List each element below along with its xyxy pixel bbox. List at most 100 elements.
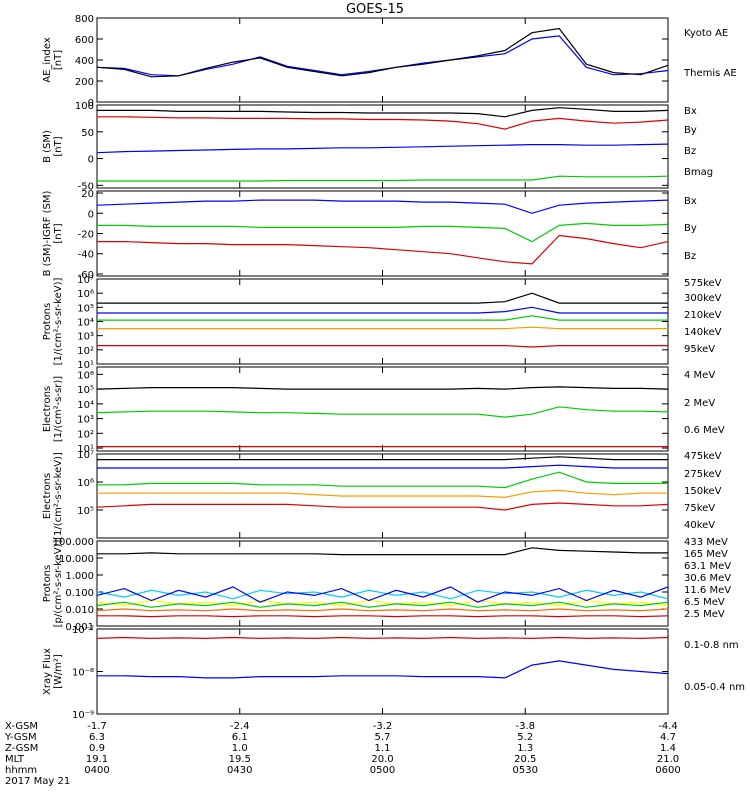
panel-0: 0 200 400 600 800 AE_index[nT] Kyoto AE Themis … [42,14,737,109]
x-row-label: hhmm [5,765,37,776]
series-line-475kev [96,502,669,511]
legend-label: 0.6 MeV [684,425,725,436]
x-row-value: 0500 [370,765,395,776]
y-tick-label: 10⁵ [77,506,94,517]
series-line-2-mev [96,406,669,418]
y-axis-label-line: AE_index [42,37,53,83]
x-row-value: 5.2 [517,732,533,743]
series-line-themis-ae [96,27,669,78]
y-axis-label-line: Protons [42,565,53,602]
y-axis-label: Electrons[1/(cm²-s-sr-keV)] [42,452,64,540]
legend-label: 140keV [684,327,722,338]
legend-label: 210keV [684,310,722,321]
series-line-0-05-0-4-nm [97,660,669,679]
panel-4: 10¹ 10² 10³ 10⁴ 10⁵ 10⁶ Electrons[1/(cm²-s-sr)… [42,366,725,455]
y-tick-label: 10⁻⁷ [72,625,94,636]
y-tick-label: 100 [75,101,94,112]
y-axis-label-line: Electrons [42,386,53,432]
series-line-210kev [97,315,668,321]
y-axis-label-line: [1/(cm²-s-sr)] [53,376,64,442]
x-row-value: 6.1 [232,732,248,743]
legend-label: Bx [684,196,697,207]
series-line-6-5-mev [96,586,669,603]
y-axis-label-line: Protons [42,303,53,340]
y-axis-label-line: [W/m²] [53,654,64,689]
y-tick-label: 10⁵ [77,385,94,396]
legend-label: Bz [684,251,696,262]
series-line-140kev [97,306,668,314]
legend-label: 0.1-0.8 nm [684,640,739,651]
series-line-433-mev [97,615,669,618]
y-tick-label: 0 [88,155,94,166]
legend-label: 40keV [684,520,715,531]
legend-label: 165 MeV [684,549,728,560]
y-tick-label: 10¹ [77,444,94,455]
x-row-value: 0430 [227,765,252,776]
y-tick-label: 10⁴ [77,318,94,329]
chart-title: GOES-15 [346,2,404,17]
x-row-value: 20.5 [514,754,536,765]
y-tick-label: 10.000 [59,554,94,565]
x-row-label: X-GSM [5,721,38,732]
y-axis-label: Xray Flux[W/m²] [42,648,64,695]
series-line-30-6-mev [96,601,669,608]
x-row-value: -3.2 [373,721,393,732]
y-axis-label-line: Xray Flux [42,648,53,695]
x-row-value: -1.7 [87,721,107,732]
x-row-value: 21.0 [657,754,679,765]
legend-label: Bx [684,106,697,117]
series-line-165-mev [96,608,669,612]
y-axis-label: Protons[p/(cm²-s-sr-keV)] [42,540,64,628]
legend-label: 2 MeV [684,398,715,409]
y-tick-label: 0.100 [65,588,94,599]
panel-2: -60 -40 -20 0 20 B (SM)-IGRF (SM)[nT] Bx By Bz [42,189,697,281]
series-line-bx [96,199,669,214]
y-tick-label: 200 [75,77,94,88]
y-axis-label-line: B (SM)-IGRF (SM) [42,191,53,277]
legend-label: Bz [684,146,696,157]
series-line-by [97,222,669,243]
y-axis-label-line: [nT] [53,223,64,243]
series-line-2-5-mev [97,547,668,556]
y-tick-label: 50 [81,128,94,139]
y-tick-label: 100.000 [53,537,94,548]
series-line-63-1-mev [96,599,669,607]
x-row-value: 1.3 [517,743,533,754]
y-tick-label: 0.001 [65,622,94,633]
x-row-label: Z-GSM [5,743,38,754]
x-row-value: -3.8 [515,721,535,732]
y-axis-label-line: Electrons [42,473,53,519]
y-tick-label: 10¹ [77,360,94,371]
y-tick-label: 10² [77,346,94,357]
x-row-value: 19.5 [229,754,251,765]
x-row-value: 6.3 [89,732,105,743]
series-line-0-1-0-8-nm [96,636,669,640]
legend-label: Themis AE [683,68,737,79]
y-axis-label: B (SM)-IGRF (SM)[nT] [42,191,64,277]
y-tick-label: 0 [88,98,94,109]
series-line-275kev [97,489,668,499]
y-axis-label: Electrons[1/(cm²-s-sr)] [42,376,64,442]
y-tick-label: -60 [78,270,94,281]
panel-frame [96,278,669,365]
legend-label: 0.05-0.4 nm [684,682,745,693]
panel-1: -50 0 50 100 B (SM)[nT] Bx By Bz Bmag [42,101,713,192]
y-tick-label: -40 [78,250,94,261]
y-axis-label-line: [1/(cm²-s-sr-keV)] [53,452,64,540]
y-tick-label: 10² [77,429,94,440]
x-row-value: 1.4 [660,743,676,754]
y-tick-label: 10⁵ [77,303,94,314]
x-row-value: -4.4 [658,721,678,732]
panel-frame [96,17,669,103]
x-row-value: 0.9 [89,743,105,754]
legend-label: By [684,223,697,234]
series-line-bz [97,234,669,265]
y-tick-label: -50 [78,181,94,192]
x-row-label: Y-GSM [4,732,37,743]
legend-label: Bmag [684,167,713,178]
x-row-value: 1.1 [375,743,391,754]
y-tick-label: 20 [81,189,94,200]
y-axis-label-line: [1/(cm²-s-sr-keV)] [53,278,64,366]
y-tick-label: 0.010 [65,605,94,616]
